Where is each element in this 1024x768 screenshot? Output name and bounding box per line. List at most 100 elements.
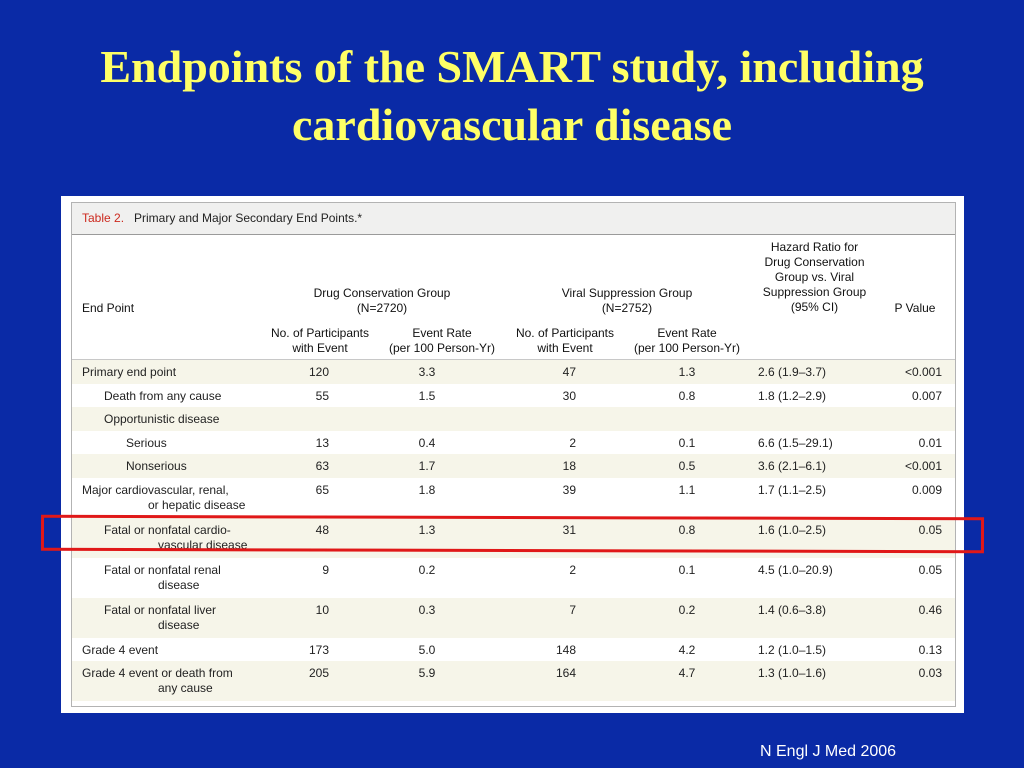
header-vs-participants-line-2: with Event <box>537 341 593 355</box>
header-separator <box>72 359 955 360</box>
cell-dc-participants: 173 <box>308 643 329 657</box>
table-row: Nonserious 63 1.7 18 0.5 3.6 (2.1–6.1) <0.001 <box>72 454 955 478</box>
header-dc-line-2: (N=2720) <box>356 301 408 315</box>
cell-dc-event-rate: 0.2 <box>418 563 436 577</box>
citation: N Engl J Med 2006 <box>760 743 897 760</box>
cell-dc-participants: 65 <box>315 483 329 497</box>
row-label-line-1: Fatal or nonfatal cardio- <box>104 523 231 537</box>
cell-vs-participants: 7 <box>569 603 576 617</box>
cell-vs-participants: 31 <box>562 523 576 537</box>
header-dc-participants-line-1: No. of Participants <box>270 326 370 340</box>
row-label: Major cardiovascular, renal, or hepatic d… <box>82 483 245 513</box>
cell-hazard-ratio: 1.7 (1.1–2.5) <box>758 483 827 497</box>
row-label-line-1: Primary end point <box>82 365 177 379</box>
table-row: Opportunistic disease <box>72 407 955 431</box>
row-label-line-2: disease <box>158 618 200 632</box>
header-vs-participants: No. of Participants with Event <box>501 326 629 356</box>
cell-vs-event-rate: 0.8 <box>678 523 696 537</box>
row-label-line-2: or hepatic disease <box>148 498 246 512</box>
cell-dc-event-rate: 5.0 <box>418 643 436 657</box>
cardiovascular-highlight-box <box>40 514 985 554</box>
header-vs-event-rate: Event Rate (per 100 Person-Yr) <box>622 326 752 356</box>
cell-dc-event-rate: 0.4 <box>418 436 436 450</box>
row-label-line-1: Opportunistic disease <box>104 412 220 426</box>
header-vs-rate-line-2: (per 100 Person-Yr) <box>633 341 741 355</box>
row-label: Fatal or nonfatal liver disease <box>104 603 216 633</box>
table-row: Primary end point 120 3.3 47 1.3 2.6 (1.9–3.7… <box>72 360 955 384</box>
endpoints-table: Table 2. Primary and Major Secondary End… <box>71 202 956 707</box>
table-image-frame: Table 2. Primary and Major Secondary End… <box>61 196 964 713</box>
header-vs-rate-line-1: Event Rate <box>657 326 717 340</box>
cell-vs-event-rate: 0.5 <box>678 459 696 473</box>
header-p-value: P Value <box>894 301 936 315</box>
cell-vs-event-rate: 4.2 <box>678 643 696 657</box>
cell-vs-participants: 2 <box>569 436 576 450</box>
table-row: Grade 4 event or death from any cause 205 5… <box>72 661 955 701</box>
cell-dc-event-rate: 0.3 <box>418 603 436 617</box>
row-label: Serious <box>126 436 167 451</box>
cell-vs-participants: 148 <box>555 643 576 657</box>
header-vs-line-1: Viral Suppression Group <box>561 286 693 300</box>
cell-hazard-ratio: 1.2 (1.0–1.5) <box>758 643 827 657</box>
cell-vs-participants: 18 <box>562 459 576 473</box>
header-hazard-ratio: Hazard Ratio for Drug Conservation Group… <box>747 240 882 315</box>
cell-p-value: 0.13 <box>918 643 942 657</box>
row-label-line-1: Fatal or nonfatal liver <box>104 603 217 617</box>
cell-dc-participants: 205 <box>308 666 329 680</box>
cell-vs-event-rate: 0.8 <box>678 389 696 403</box>
cell-dc-event-rate: 5.9 <box>418 666 436 680</box>
table-row: Death from any cause 55 1.5 30 0.8 1.8 (1.2–2… <box>72 384 955 407</box>
header-hr-line-3: Group vs. Viral <box>774 270 855 284</box>
cell-dc-event-rate: 1.8 <box>418 483 436 497</box>
row-label: Grade 4 event or death from any cause <box>82 666 233 696</box>
cell-p-value: <0.001 <box>904 459 942 473</box>
header-hr-line-5: (95% CI) <box>790 300 839 314</box>
row-label-line-1: Serious <box>126 436 167 450</box>
row-label-line-2: vascular disease <box>158 538 248 552</box>
cell-dc-event-rate: 1.7 <box>418 459 436 473</box>
cell-dc-event-rate: 3.3 <box>418 365 436 379</box>
table-row: Fatal or nonfatal renal disease 9 0.2 2 0.1 4.… <box>72 558 955 598</box>
table-caption-label: Table 2. <box>82 211 125 225</box>
cell-p-value: 0.03 <box>918 666 942 680</box>
table-row: Grade 4 event 173 5.0 148 4.2 1.2 (1.0–1.5) 0.… <box>72 638 955 661</box>
cell-p-value: 0.46 <box>918 603 942 617</box>
slide-title-line-2: cardiovascular disease <box>292 99 732 150</box>
cell-vs-event-rate: 0.1 <box>678 436 696 450</box>
header-hr-line-4: Suppression Group <box>762 285 867 299</box>
row-label-line-1: Nonserious <box>126 459 187 473</box>
row-label: Fatal or nonfatal renal disease <box>104 563 221 593</box>
row-label-line-1: Death from any cause <box>104 389 222 403</box>
header-viral-suppression-group: Viral Suppression Group (N=2752) <box>522 286 732 316</box>
cell-dc-participants: 10 <box>315 603 329 617</box>
cell-p-value: 0.05 <box>918 523 942 537</box>
cell-dc-participants: 63 <box>315 459 329 473</box>
header-dc-rate-line-2: (per 100 Person-Yr) <box>388 341 496 355</box>
cell-vs-event-rate: 4.7 <box>678 666 696 680</box>
header-hr-line-2: Drug Conservation <box>764 255 865 269</box>
cell-dc-participants: 120 <box>308 365 329 379</box>
row-label: Death from any cause <box>104 389 221 404</box>
cell-p-value: 0.009 <box>911 483 942 497</box>
cell-hazard-ratio: 2.6 (1.9–3.7) <box>758 365 827 379</box>
row-label: Opportunistic disease <box>104 412 219 427</box>
header-dc-line-1: Drug Conservation Group <box>313 286 451 300</box>
cell-vs-event-rate: 1.1 <box>678 483 696 497</box>
table-row: Fatal or nonfatal liver disease 10 0.3 7 0.2 1… <box>72 598 955 638</box>
cell-vs-event-rate: 0.1 <box>678 563 696 577</box>
cell-vs-participants: 39 <box>562 483 576 497</box>
cell-hazard-ratio: 1.6 (1.0–2.5) <box>758 523 827 537</box>
cell-p-value: <0.001 <box>904 365 942 379</box>
header-dc-participants-line-2: with Event <box>292 341 348 355</box>
cell-hazard-ratio: 4.5 (1.0–20.9) <box>758 563 833 577</box>
cell-dc-event-rate: 1.5 <box>418 389 436 403</box>
table-row: Major cardiovascular, renal, or hepatic d… <box>72 478 955 518</box>
slide-title-line-1: Endpoints of the SMART study, including <box>100 41 924 92</box>
cell-vs-event-rate: 1.3 <box>678 365 696 379</box>
cell-vs-event-rate: 0.2 <box>678 603 696 617</box>
cell-hazard-ratio: 1.4 (0.6–3.8) <box>758 603 827 617</box>
table-row: Fatal or nonfatal cardio-vascular diseas… <box>72 518 955 558</box>
cell-vs-participants: 30 <box>562 389 576 403</box>
cell-dc-participants: 48 <box>315 523 329 537</box>
table-caption: Table 2. Primary and Major Secondary End… <box>72 203 955 235</box>
